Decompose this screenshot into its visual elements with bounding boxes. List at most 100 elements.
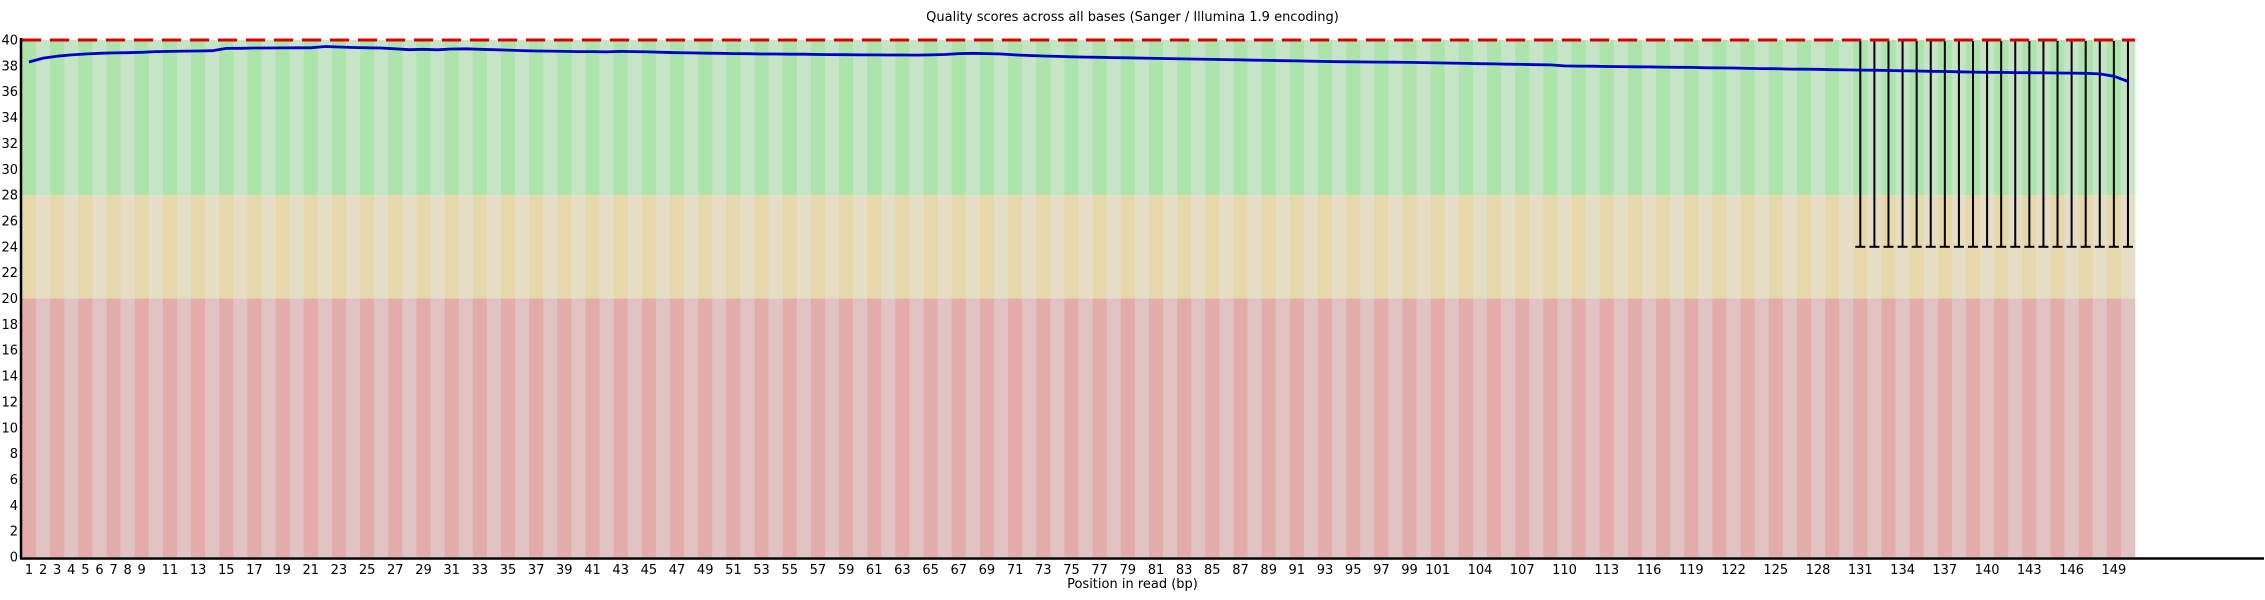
zone-stripe-bad: [1022, 298, 1037, 557]
zone-stripe-warn: [1740, 195, 1755, 299]
y-tick-label: 38: [1, 59, 18, 74]
zone-stripe-good: [1177, 40, 1192, 196]
zone-stripe-bad: [388, 298, 403, 557]
zone-stripe-warn: [205, 195, 220, 299]
zone-stripe-warn: [599, 195, 614, 299]
zone-stripe-bad: [1613, 298, 1629, 557]
mean-quality-line: [28, 45, 2129, 83]
x-tick-label: 8: [123, 563, 131, 578]
zone-stripe-bad: [627, 298, 643, 557]
x-tick-label: 15: [218, 563, 235, 578]
zone-stripe-warn: [148, 195, 164, 299]
zone-stripe-bad: [839, 298, 854, 557]
zone-stripe-bad: [1303, 298, 1319, 557]
zone-stripe-good: [50, 40, 65, 196]
zone-stripe-good: [1571, 40, 1586, 196]
x-tick-label: 23: [331, 563, 348, 578]
zone-stripe-good: [374, 40, 389, 196]
x-tick-label: 110: [1552, 563, 1577, 578]
zone-stripe-warn: [191, 195, 206, 299]
zone-stripe-bad: [1261, 298, 1277, 557]
zone-stripe-warn: [1388, 195, 1403, 299]
zone-stripe-good: [1388, 40, 1403, 196]
x-tick-label: 65: [922, 563, 939, 578]
zone-stripe-bad: [1811, 298, 1826, 557]
zone-stripe-bad: [810, 298, 826, 557]
zone-stripe-warn: [895, 195, 910, 299]
zone-stripe-good: [712, 40, 727, 196]
zone-stripe-good: [909, 40, 924, 196]
zone-stripe-good: [430, 40, 445, 196]
zone-stripe-good: [317, 40, 333, 196]
zone-stripe-good: [331, 40, 347, 196]
zone-stripe-good: [1036, 40, 1051, 196]
zone-stripe-good: [472, 40, 488, 196]
zone-stripe-warn: [261, 195, 276, 299]
zone-stripe-warn: [1233, 195, 1248, 299]
zone-stripe-warn: [726, 195, 741, 299]
zone-stripe-bad: [1867, 298, 1882, 557]
x-tick-label: 25: [359, 563, 376, 578]
x-tick-label: 87: [1232, 563, 1249, 578]
y-tick-label: 34: [1, 111, 18, 126]
zone-stripe-warn: [1402, 195, 1417, 299]
zone-stripe-warn: [810, 195, 826, 299]
zone-stripe-good: [740, 40, 755, 196]
zone-stripe-good: [1219, 40, 1234, 196]
zone-stripe-good: [641, 40, 657, 196]
zone-stripe-bad: [1064, 298, 1079, 557]
zone-stripe-warn: [1726, 195, 1741, 299]
x-tick-label: 83: [1176, 563, 1193, 578]
x-tick-label: 116: [1637, 563, 1662, 578]
zone-stripe-warn: [500, 195, 516, 299]
x-tick-label: 77: [1091, 563, 1108, 578]
x-tick-label: 51: [725, 563, 742, 578]
zone-stripe-warn: [1332, 195, 1347, 299]
zone-stripe-bad: [1163, 298, 1178, 557]
zone-stripe-good: [458, 40, 474, 196]
zone-stripe-good: [1233, 40, 1248, 196]
zone-stripe-warn: [388, 195, 403, 299]
y-tick-label: 22: [1, 266, 18, 281]
zone-stripe-good: [120, 40, 135, 196]
zone-stripe-bad: [2022, 298, 2037, 557]
zone-stripe-bad: [515, 298, 530, 557]
zone-stripe-warn: [289, 195, 305, 299]
zone-stripe-warn: [1008, 195, 1023, 299]
zone-stripe-warn: [1599, 195, 1615, 299]
zone-stripe-bad: [444, 298, 459, 557]
x-tick-label: 149: [2101, 563, 2126, 578]
x-tick-label: 81: [1148, 563, 1165, 578]
x-tick-label: 134: [1890, 563, 1915, 578]
x-tick-label: 11: [162, 563, 179, 578]
zone-stripe-bad: [205, 298, 220, 557]
zone-stripe-warn: [529, 195, 544, 299]
y-tick-label: 6: [10, 473, 18, 488]
x-tick-label: 59: [838, 563, 855, 578]
zone-stripe-good: [853, 40, 868, 196]
zone-stripe-warn: [176, 195, 192, 299]
x-tick-label: 61: [866, 563, 883, 578]
zone-stripe-bad: [1205, 298, 1220, 557]
zone-stripe-bad: [2078, 298, 2094, 557]
zone-stripe-good: [1430, 40, 1446, 196]
zone-stripe-bad: [472, 298, 488, 557]
zone-stripe-warn: [1416, 195, 1431, 299]
zone-stripe-bad: [303, 298, 319, 557]
zone-stripe-warn: [698, 195, 713, 299]
zone-stripe-bad: [1501, 298, 1516, 557]
zone-stripe-good: [599, 40, 614, 196]
zone-stripe-warn: [754, 195, 769, 299]
x-tick-label: 9: [138, 563, 146, 578]
zone-stripe-warn: [106, 195, 121, 299]
x-tick-label: 85: [1204, 563, 1221, 578]
zone-stripe-good: [669, 40, 685, 196]
zone-stripe-bad: [1120, 298, 1136, 557]
zone-stripe-bad: [2092, 298, 2108, 557]
zone-stripe-warn: [331, 195, 347, 299]
zone-stripe-good: [585, 40, 600, 196]
zone-stripe-warn: [1472, 195, 1488, 299]
zone-stripe-bad: [1458, 298, 1474, 557]
zone-stripe-bad: [1515, 298, 1530, 557]
zone-stripe-bad: [1008, 298, 1023, 557]
